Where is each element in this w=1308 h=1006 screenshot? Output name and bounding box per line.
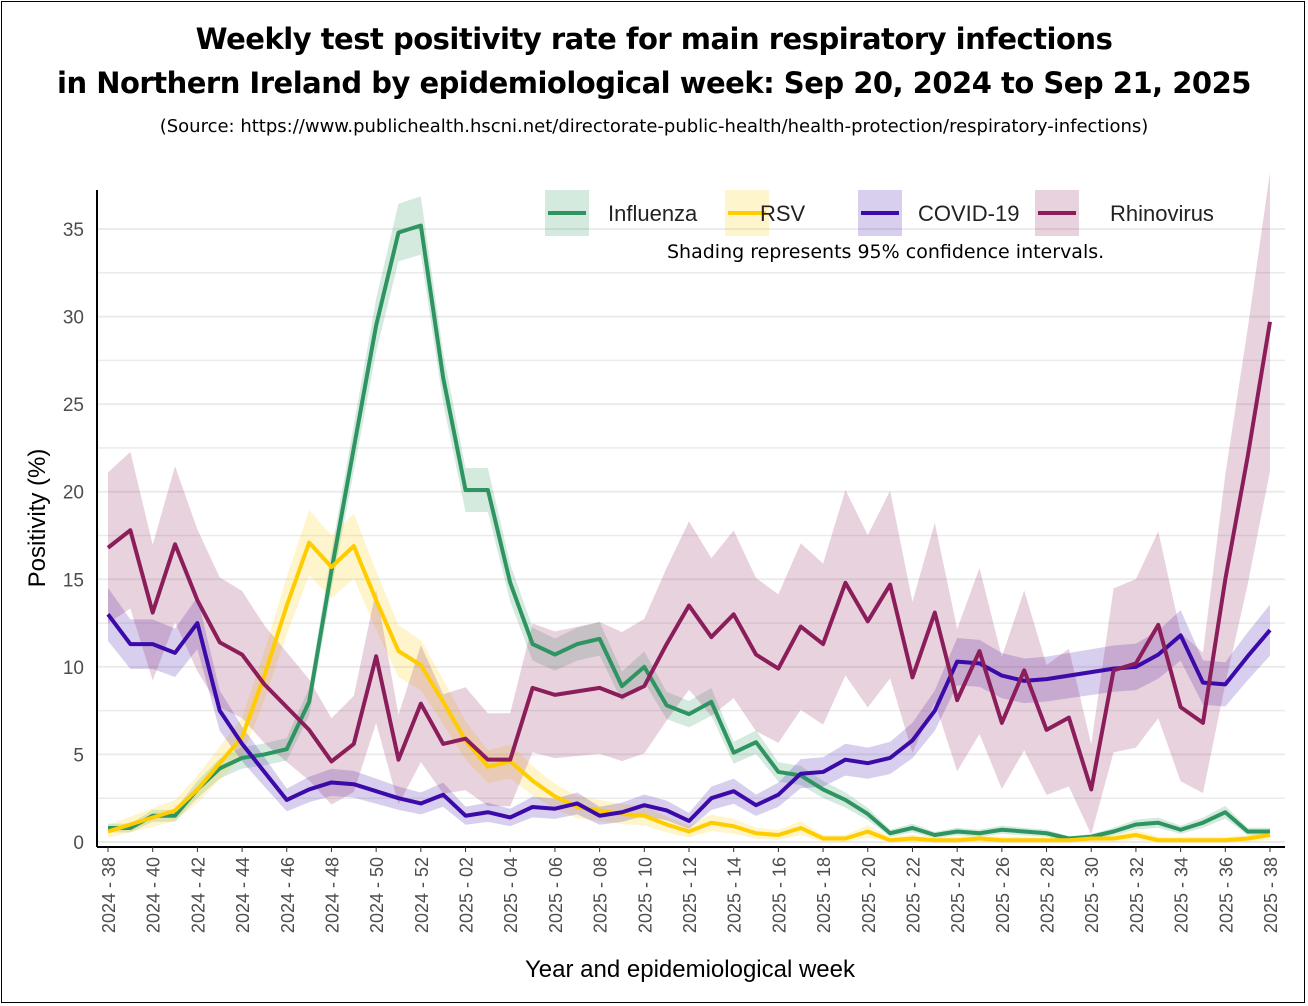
x-tick-label: 2025 - 30 [1082, 857, 1102, 933]
axes: 0 5 10 15 20 25 30 35 2024 - 38 2024 - 40 2024 - 4… [24, 190, 1285, 983]
x-tick-label: 2024 - 38 [99, 857, 119, 933]
y-tick-label: 10 [63, 658, 84, 679]
x-tick-label: 2025 - 18 [814, 857, 834, 933]
ci-note: Shading represents 95% confidence interv… [667, 241, 1104, 263]
y-tick-label: 5 [73, 745, 84, 766]
series-lines [106, 223, 1272, 843]
ci-band-covid-19 [108, 587, 1270, 830]
x-tick-label: 2025 - 12 [680, 857, 700, 933]
x-tick-label: 2024 - 40 [144, 857, 164, 933]
y-tick-label: 15 [63, 570, 84, 591]
x-tick-label: 2025 - 28 [1038, 857, 1058, 933]
x-tick-label: 2025 - 34 [1172, 857, 1192, 933]
x-tick-label: 2025 - 08 [591, 857, 611, 933]
y-tick-label: 30 [63, 308, 84, 329]
x-tick-label: 2024 - 46 [278, 857, 298, 933]
x-tick-label: 2025 - 16 [769, 857, 789, 933]
x-tick-label: 2025 - 26 [993, 857, 1013, 933]
x-tick-label: 2025 - 22 [903, 857, 923, 933]
legend-label-rsv: RSV [760, 201, 806, 226]
y-axis-title: Positivity (%) [24, 449, 51, 588]
x-tick-label: 2025 - 06 [546, 857, 566, 933]
x-tick-label: 2025 - 24 [948, 857, 968, 933]
legend: Influenza RSV COVID-19 Rhinovirus Shading re… [545, 190, 1214, 263]
x-tick-label: 2024 - 48 [322, 857, 342, 933]
x-tick-label: 2024 - 52 [412, 857, 432, 933]
x-tick-label: 2024 - 44 [233, 857, 253, 933]
x-tick-label: 2025 - 36 [1216, 857, 1236, 933]
ci-band-rhinovirus [108, 172, 1270, 835]
x-tick-label: 2025 - 02 [457, 857, 477, 933]
chart-title-line1: Weekly test positivity rate for main res… [195, 22, 1113, 56]
x-tick-label: 2025 - 14 [725, 857, 745, 933]
y-tick-label: 0 [73, 833, 84, 854]
legend-label-covid-19: COVID-19 [918, 201, 1019, 226]
y-tick-label: 35 [63, 220, 84, 241]
x-tick-label: 2024 - 42 [188, 857, 208, 933]
legend-label-influenza: Influenza [608, 201, 698, 226]
x-tick-label: 2025 - 10 [635, 857, 655, 933]
chart-title-line2: in Northern Ireland by epidemiological w… [57, 66, 1251, 100]
legend-label-rhinovirus: Rhinovirus [1110, 201, 1214, 226]
chart-source: (Source: https://www.publichealth.hscni.… [159, 116, 1149, 137]
y-tick-label: 25 [63, 395, 84, 416]
x-tick-label: 2025 - 38 [1261, 857, 1281, 933]
x-tick-label: 2025 - 32 [1127, 857, 1147, 933]
y-tick-label: 20 [63, 483, 84, 504]
x-tick-label: 2025 - 04 [501, 857, 521, 933]
x-tick-label: 2025 - 20 [859, 857, 879, 933]
x-tick-label: 2024 - 50 [367, 857, 387, 933]
x-axis-title: Year and epidemiological week [525, 956, 856, 983]
